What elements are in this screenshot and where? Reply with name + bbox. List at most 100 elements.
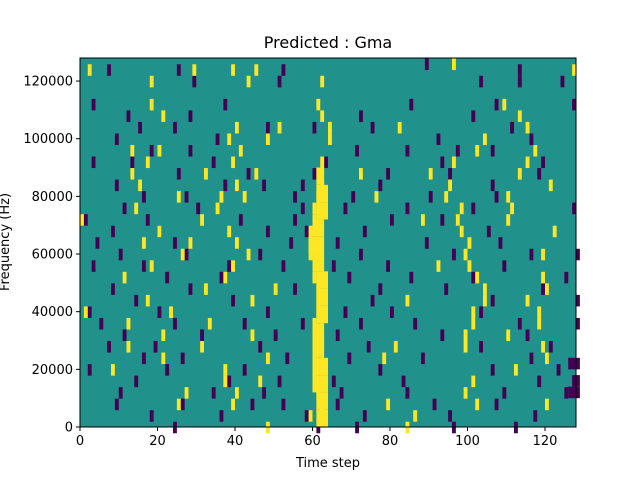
heatmap-cell-low [211,156,216,169]
x-axis: 0 20 40 60 80 100 120 [76,427,557,449]
heatmap-cell-high [122,271,127,284]
heatmap-cell-low [401,375,406,388]
heatmap-cell-low [378,364,383,376]
heatmap-cell-high [227,133,232,145]
heatmap-cell-low [490,294,495,307]
heatmap-cell-low [490,179,495,192]
heatmap-cell-high [525,121,530,134]
heatmap-cell-low [91,260,96,272]
heatmap-cell-high [126,341,131,353]
heatmap-cell-high [463,329,468,342]
heatmap-cell-high [231,156,235,169]
heatmap-cell-low [266,306,270,318]
y-tick-label: 60000 [32,248,73,263]
heatmap-cell-low [165,271,170,284]
heatmap-cell-low [134,375,139,388]
heatmap-cell-high [188,237,193,249]
heatmap-cell-low [370,121,375,134]
heatmap-cell-high [169,306,173,318]
heatmap-cell-low [223,98,228,111]
heatmap-cell-low [533,410,538,422]
heatmap-cell-high [483,283,487,295]
heatmap-cell-high [235,387,239,399]
y-tick-label: 120000 [23,75,73,90]
heatmap-cell-low [335,237,340,249]
heatmap-cell-low [285,352,290,365]
heatmap-cell-high [452,156,456,169]
heatmap-cell-low [304,410,309,422]
heatmap-cell-high [312,202,317,215]
heatmap-cell-high [405,294,410,307]
plot-frame [79,57,577,428]
heatmap-cell-high [572,64,576,76]
heatmap-cell-high [219,191,224,203]
heatmap-cell-low [471,271,476,284]
y-tick-label: 40000 [32,305,73,320]
x-tick-label: 20 [149,434,166,449]
heatmap-cell-low [293,191,297,203]
heatmap-cell-high [200,214,204,226]
heatmap-cell-high [413,410,418,422]
x-tick-label: 80 [382,434,399,449]
heatmap-cell-high [436,260,441,272]
heatmap-cell-low [390,306,394,318]
heatmap-cell-low [173,121,177,134]
heatmap-cell-low [157,306,162,318]
heatmap-cell-high [308,410,313,422]
heatmap-cell-high [471,306,476,318]
heatmap-cell-low [266,121,270,134]
heatmap-cell-low [335,398,340,411]
heatmap-cell-low [300,179,305,192]
heatmap-cell-high [471,317,476,330]
heatmap-cell-low [138,121,142,134]
heatmap-cell-low [324,156,328,169]
heatmap-cell-high [541,271,545,284]
heatmap-cell-high [463,248,468,261]
heatmap-cell-low [471,110,476,122]
heatmap-cell-low [541,283,545,295]
heatmap-cell-low [293,283,297,295]
heatmap-cell-low [242,364,247,376]
heatmap-cell-low [452,248,456,261]
heatmap-cell-low [498,237,503,249]
heatmap-cell-low [258,341,263,353]
heatmap-cell-low [122,202,127,215]
heatmap-cell-low [184,248,189,261]
heatmap-cell-high [266,352,270,365]
heatmap-cell-high [467,237,472,249]
heatmap-cell-low [99,317,104,330]
heatmap-cell-low [335,329,340,342]
heatmap-cell-low [192,75,197,88]
heatmap-cell-low [87,364,92,376]
heatmap-band-high [316,288,328,306]
heatmap-cell-low [378,179,383,192]
heatmap-cell-low [91,156,96,169]
y-tick-label: 100000 [23,132,73,147]
heatmap-cell-high [467,260,472,272]
heatmap-cell-low [560,75,565,88]
heatmap-cell-high [180,248,185,261]
heatmap-cell-high [157,144,162,157]
heatmap-cell-high [176,191,181,203]
heatmap-cell-high [266,133,270,145]
heatmap-cell-high [506,214,511,226]
heatmap-cell-low [165,364,170,376]
heatmap-cell-high [223,271,228,284]
heatmap-cell-high [126,317,131,330]
heatmap-cell-high [397,121,402,134]
heatmap-cell-low [517,317,522,330]
heatmap-cell-high [235,237,239,249]
heatmap-cell-low [281,260,286,272]
heatmap-cell-high [359,168,363,180]
heatmap-cell-high [204,283,208,295]
heatmap-cell-high [254,64,259,76]
heatmap-cell-low [455,144,460,157]
heatmap-cell-high [157,225,162,238]
heatmap-cell-low [362,225,367,238]
heatmap-cell-low [114,398,119,411]
heatmap-cell-low [87,306,92,318]
heatmap-cell-low [173,317,177,330]
heatmap-cell-low [564,387,569,399]
heatmap-cell-high [374,191,379,203]
heatmap-cell-low [242,317,247,330]
